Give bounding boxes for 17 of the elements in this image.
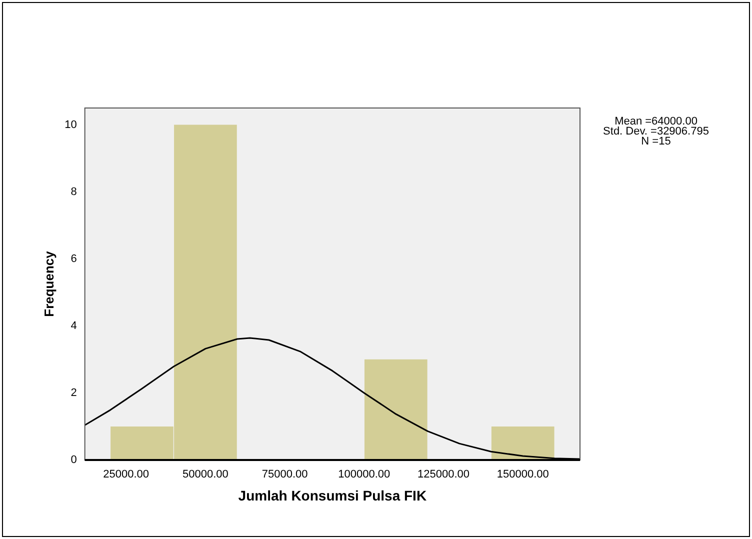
- x-tick-label: 75000.00: [262, 468, 308, 481]
- x-tick-label: 25000.00: [103, 468, 150, 481]
- y-axis-title: Frequency: [41, 250, 56, 317]
- x-axis-title: Jumlah Konsumsi Pulsa FIK: [238, 487, 427, 504]
- x-tick-label: 50000.00: [182, 468, 228, 481]
- y-tick-label: 0: [70, 454, 77, 466]
- text: Mean =64000.00: [614, 116, 698, 128]
- text: Std. Dev. =32906.795: [603, 126, 709, 138]
- y-tick-label: 4: [70, 320, 77, 332]
- x-tick-label: 150000.00: [496, 468, 549, 481]
- x-tick-label: 100000.00: [338, 468, 390, 481]
- y-tick-label: 8: [70, 186, 77, 198]
- text: N =15: [641, 136, 671, 148]
- x-tick-label: 125000.00: [418, 468, 470, 481]
- y-tick-label: 10: [64, 118, 77, 131]
- y-tick-label: 6: [70, 252, 77, 265]
- y-tick-label: 2: [70, 386, 77, 399]
